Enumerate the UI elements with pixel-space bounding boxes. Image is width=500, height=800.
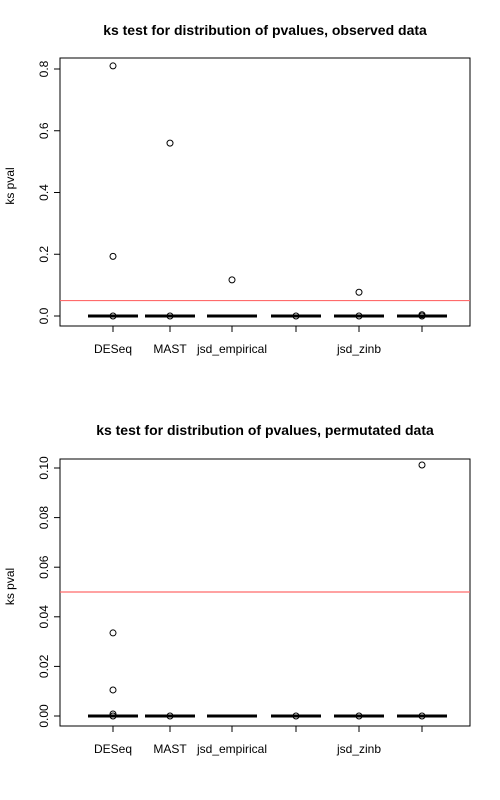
outlier-point — [109, 712, 117, 720]
outlier-point — [166, 712, 174, 720]
chart-panel-2: ks test for distribution of pvalues, per… — [3, 422, 471, 756]
outlier-point — [109, 312, 117, 320]
y-tick-label: 0.6 — [37, 122, 51, 139]
outlier-point — [418, 461, 426, 469]
outlier-point — [292, 312, 300, 320]
x-tick-label: DESeq — [94, 342, 132, 356]
outlier-point — [109, 252, 117, 260]
y-tick-label: 0.8 — [37, 60, 51, 77]
chart-title: ks test for distribution of pvalues, obs… — [103, 22, 427, 38]
y-tick-label: 0.2 — [37, 246, 51, 263]
y-tick-label: 0.08 — [37, 506, 51, 530]
outlier-point — [228, 276, 236, 284]
x-tick-label: jsd_empirical — [196, 342, 267, 356]
outlier-point — [166, 139, 174, 147]
outlier-point — [355, 712, 363, 720]
y-axis-label: ks pval — [3, 167, 17, 204]
outlier-point — [109, 686, 117, 694]
chart-title: ks test for distribution of pvalues, per… — [96, 422, 434, 438]
outlier-point — [355, 288, 363, 296]
y-tick-label: 0.04 — [37, 605, 51, 629]
outlier-point — [109, 62, 117, 70]
outlier-point — [418, 712, 426, 720]
y-tick-label: 0.06 — [37, 555, 51, 579]
outlier-point — [292, 712, 300, 720]
y-tick-label: 0.00 — [37, 704, 51, 728]
plot-frame — [59, 57, 471, 327]
x-tick-label: jsd_zinb — [336, 742, 381, 756]
x-tick-label: jsd_empirical — [196, 742, 267, 756]
chart-panel-1: ks test for distribution of pvalues, obs… — [3, 22, 471, 356]
outlier-point — [355, 312, 363, 320]
x-tick-label: DESeq — [94, 742, 132, 756]
x-tick-label: MAST — [153, 342, 187, 356]
x-tick-label: MAST — [153, 742, 187, 756]
outlier-point — [109, 710, 117, 718]
x-tick-label: jsd_zinb — [336, 342, 381, 356]
y-tick-label: 0.4 — [37, 184, 51, 201]
outlier-point — [166, 312, 174, 320]
y-tick-label: 0.10 — [37, 456, 51, 480]
outlier-point — [109, 629, 117, 637]
y-tick-label: 0.0 — [37, 307, 51, 324]
outlier-point — [418, 312, 426, 320]
y-axis-label: ks pval — [3, 568, 17, 605]
y-tick-label: 0.02 — [37, 654, 51, 678]
